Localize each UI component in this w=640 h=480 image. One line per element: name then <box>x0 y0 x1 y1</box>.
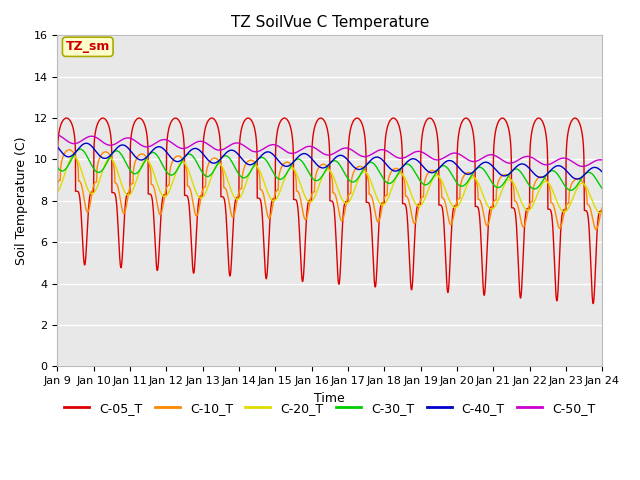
C-20_T <box>598 210 606 216</box>
C-40_T <box>573 176 581 182</box>
Y-axis label: Soil Temperature (C): Soil Temperature (C) <box>15 137 28 265</box>
Legend: C-05_T, C-10_T, C-20_T, C-30_T, C-40_T, C-50_T: C-05_T, C-10_T, C-20_T, C-30_T, C-40_T, … <box>59 396 600 420</box>
C-40_T <box>598 169 606 175</box>
C-20_T <box>547 183 554 189</box>
C-10_T <box>393 166 401 171</box>
C-30_T <box>383 180 391 186</box>
C-40_T <box>598 169 606 175</box>
C-05_T <box>170 116 178 121</box>
C-10_T <box>383 192 391 198</box>
C-40_T <box>170 157 178 163</box>
C-20_T <box>54 189 61 194</box>
C-40_T <box>206 158 214 164</box>
C-30_T <box>598 185 606 191</box>
C-20_T <box>393 174 401 180</box>
C-40_T <box>54 144 61 150</box>
C-05_T <box>383 126 391 132</box>
Line: C-50_T: C-50_T <box>58 135 602 167</box>
Title: TZ SoilVue C Temperature: TZ SoilVue C Temperature <box>230 15 429 30</box>
C-05_T <box>589 300 597 306</box>
Line: C-30_T: C-30_T <box>58 149 602 191</box>
Line: C-20_T: C-20_T <box>58 156 602 213</box>
C-50_T <box>170 142 178 147</box>
C-50_T <box>392 154 400 160</box>
C-10_T <box>206 159 214 165</box>
C-50_T <box>383 148 390 154</box>
C-10_T <box>598 205 606 211</box>
C-10_T <box>547 195 554 201</box>
C-40_T <box>383 162 391 168</box>
C-10_T <box>598 205 606 211</box>
C-10_T <box>170 156 178 161</box>
Line: C-05_T: C-05_T <box>58 118 602 303</box>
C-30_T <box>393 173 401 179</box>
Text: TZ_sm: TZ_sm <box>65 40 110 53</box>
C-40_T <box>83 140 90 146</box>
C-50_T <box>598 157 606 163</box>
C-10_T <box>65 147 73 153</box>
C-30_T <box>54 164 61 170</box>
C-10_T <box>54 181 61 187</box>
C-20_T <box>206 179 214 184</box>
C-30_T <box>76 146 84 152</box>
C-20_T <box>383 198 391 204</box>
C-05_T <box>393 117 401 123</box>
C-05_T <box>63 115 70 121</box>
C-20_T <box>170 174 178 180</box>
C-20_T <box>598 210 606 216</box>
C-05_T <box>598 208 606 214</box>
X-axis label: Time: Time <box>314 392 345 405</box>
C-40_T <box>547 168 554 173</box>
C-30_T <box>170 171 178 177</box>
C-30_T <box>206 173 214 179</box>
C-50_T <box>598 157 606 163</box>
Line: C-40_T: C-40_T <box>58 143 602 179</box>
C-40_T <box>393 168 401 174</box>
C-50_T <box>205 143 213 148</box>
C-50_T <box>579 164 587 169</box>
C-50_T <box>54 132 61 138</box>
C-05_T <box>206 116 214 122</box>
C-30_T <box>598 186 606 192</box>
Line: C-10_T: C-10_T <box>58 150 602 229</box>
C-10_T <box>592 227 600 232</box>
C-30_T <box>547 168 554 174</box>
C-20_T <box>70 153 77 159</box>
C-05_T <box>54 188 61 193</box>
C-05_T <box>598 208 606 214</box>
C-50_T <box>547 161 554 167</box>
C-05_T <box>547 207 554 213</box>
C-20_T <box>596 210 604 216</box>
C-30_T <box>567 188 575 193</box>
